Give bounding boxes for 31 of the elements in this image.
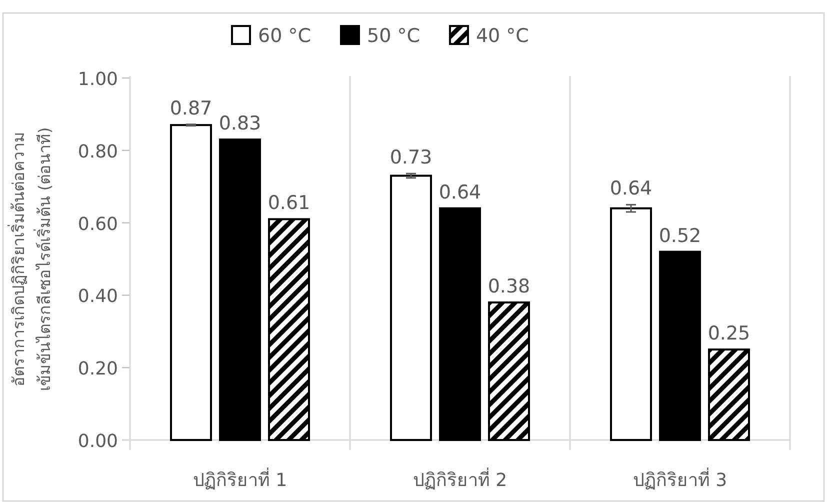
data-label: 0.64 bbox=[610, 178, 652, 200]
data-label: 0.38 bbox=[488, 275, 530, 298]
x-tick-label: ปฏิกิริยาที่ 3 bbox=[632, 467, 728, 491]
bar bbox=[390, 174, 432, 441]
y-tick-label: 0.20 bbox=[78, 358, 118, 380]
y-tick-label: 0.60 bbox=[78, 214, 118, 235]
bar bbox=[268, 218, 310, 441]
bar bbox=[708, 348, 750, 441]
y-tick-label: 0.00 bbox=[78, 431, 118, 452]
data-label: 0.61 bbox=[268, 192, 310, 214]
y-tick-label: 0.80 bbox=[78, 141, 118, 162]
x-tick-label: ปฏิกิริยาที่ 2 bbox=[412, 467, 508, 491]
y-tick-label: 0.40 bbox=[78, 286, 118, 308]
data-label: 0.52 bbox=[658, 224, 702, 247]
data-label: 0.64 bbox=[438, 181, 482, 204]
legend-label: 40 °C bbox=[476, 25, 529, 47]
legend-label: 60 °C bbox=[258, 25, 311, 47]
bar bbox=[488, 301, 530, 441]
bar bbox=[219, 138, 261, 441]
data-label: 0.73 bbox=[390, 146, 432, 169]
y-axis-title: อัตราการเกิดปฏิกิริยาเริ่มต้นต่อความ เข้มข้นไตรกลีเซอไรด์เริ่มต้น (ต่อนาที) bbox=[7, 127, 54, 391]
data-label: 0.87 bbox=[170, 97, 212, 120]
legend-label: 50 °C bbox=[366, 25, 420, 47]
data-label: 0.83 bbox=[218, 112, 262, 135]
bar bbox=[659, 250, 701, 441]
y-tick-label: 1.00 bbox=[78, 69, 118, 90]
bar bbox=[610, 207, 652, 441]
bar bbox=[170, 124, 212, 441]
data-label: 0.25 bbox=[708, 322, 750, 344]
bar bbox=[439, 207, 481, 441]
x-tick-label: ปฏิกิริยาที่ 1 bbox=[192, 467, 288, 491]
